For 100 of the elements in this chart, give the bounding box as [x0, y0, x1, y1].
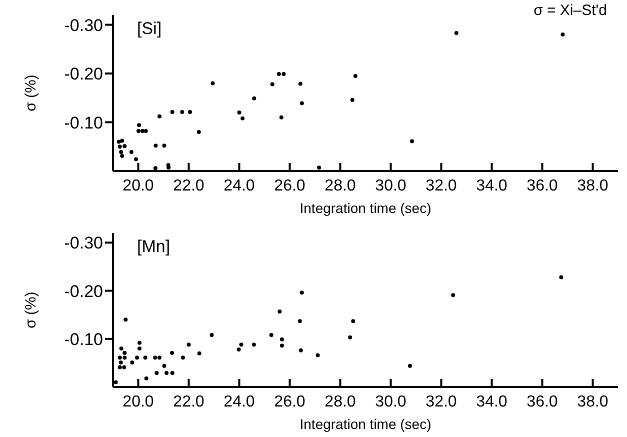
point [353, 74, 358, 78]
point [138, 346, 142, 350]
point [270, 82, 274, 86]
point [157, 356, 162, 360]
point [118, 356, 122, 360]
point [454, 31, 458, 36]
x-tick-label: 20.0 [122, 177, 154, 194]
point [252, 96, 256, 100]
annotation: σ = Xi–St'd [534, 2, 607, 19]
point [298, 82, 302, 86]
x-tick-label: 24.0 [224, 177, 255, 194]
point [317, 166, 322, 170]
y-axis-title: σ (%) [22, 74, 40, 112]
point [157, 114, 162, 118]
point [279, 115, 284, 120]
point [140, 129, 145, 134]
x-tick-label: 28.0 [324, 177, 356, 194]
x-tick-label: 38.0 [577, 393, 608, 410]
x-tick-label: 22.0 [173, 393, 204, 410]
point [154, 371, 159, 376]
point [282, 72, 286, 76]
point [269, 333, 274, 338]
point [166, 166, 171, 170]
point [153, 166, 158, 170]
point [180, 110, 184, 114]
point [120, 154, 124, 158]
point [138, 340, 142, 345]
x-tick-label: 30.0 [375, 393, 406, 410]
point [197, 351, 202, 356]
x-tick-label: 36.0 [526, 393, 558, 410]
point [134, 157, 138, 162]
y-tick-label: -0.10 [64, 113, 103, 132]
x-tick-label: 30.0 [375, 177, 406, 194]
point [410, 139, 414, 144]
point [252, 342, 256, 347]
point [143, 356, 148, 360]
y-axis-title: σ (%) [22, 292, 40, 328]
point [408, 364, 412, 368]
y-tick-label: -0.10 [64, 330, 103, 349]
x-axis-title: Integration time (sec) [300, 200, 432, 216]
point [114, 380, 118, 384]
point [351, 319, 356, 324]
point [134, 356, 139, 360]
point [298, 348, 303, 352]
point [348, 335, 352, 340]
y-tick-label: -0.30 [64, 16, 103, 35]
point [122, 350, 127, 355]
point [164, 371, 169, 376]
point [300, 290, 304, 295]
x-tick-label: 36.0 [526, 177, 558, 194]
x-tick-label: 38.0 [577, 177, 608, 194]
chart-title: [Mn] [137, 237, 170, 257]
x-tick-label: 32.0 [426, 177, 457, 194]
point [210, 333, 214, 338]
y-tick-label: -0.20 [64, 64, 103, 84]
point [300, 101, 304, 106]
point [122, 356, 127, 360]
point [316, 353, 320, 358]
x-axis-title: Integration time (sec) [300, 416, 432, 432]
point [278, 309, 282, 314]
point [162, 364, 166, 368]
point [118, 360, 123, 364]
x-tick-label: 34.0 [476, 177, 508, 194]
point [236, 347, 241, 352]
point [170, 350, 174, 355]
chart-title: [Si] [137, 19, 162, 39]
point [559, 275, 564, 280]
point [196, 130, 201, 134]
point [137, 123, 142, 128]
point [186, 342, 191, 347]
x-tick-label: 24.0 [224, 393, 255, 410]
point [129, 150, 134, 154]
point [237, 110, 242, 114]
point [119, 346, 124, 350]
point [280, 344, 284, 348]
point [350, 98, 354, 102]
point [144, 376, 148, 380]
point [130, 360, 134, 364]
x-tick-label: 32.0 [426, 393, 457, 410]
point [298, 319, 302, 324]
point [210, 81, 215, 86]
point [118, 144, 122, 149]
point [280, 337, 284, 342]
point [188, 110, 192, 114]
point [180, 356, 185, 360]
point [240, 116, 245, 120]
point [144, 129, 148, 134]
point [124, 318, 128, 322]
point [119, 150, 124, 154]
point [154, 144, 158, 148]
x-tick-label: 20.0 [122, 393, 154, 410]
point [162, 144, 166, 148]
point [120, 138, 124, 143]
point [122, 144, 127, 148]
point [153, 356, 158, 360]
x-tick-label: 22.0 [173, 177, 204, 194]
point [118, 365, 122, 370]
point [170, 110, 174, 114]
point [276, 72, 281, 76]
point [451, 293, 456, 298]
